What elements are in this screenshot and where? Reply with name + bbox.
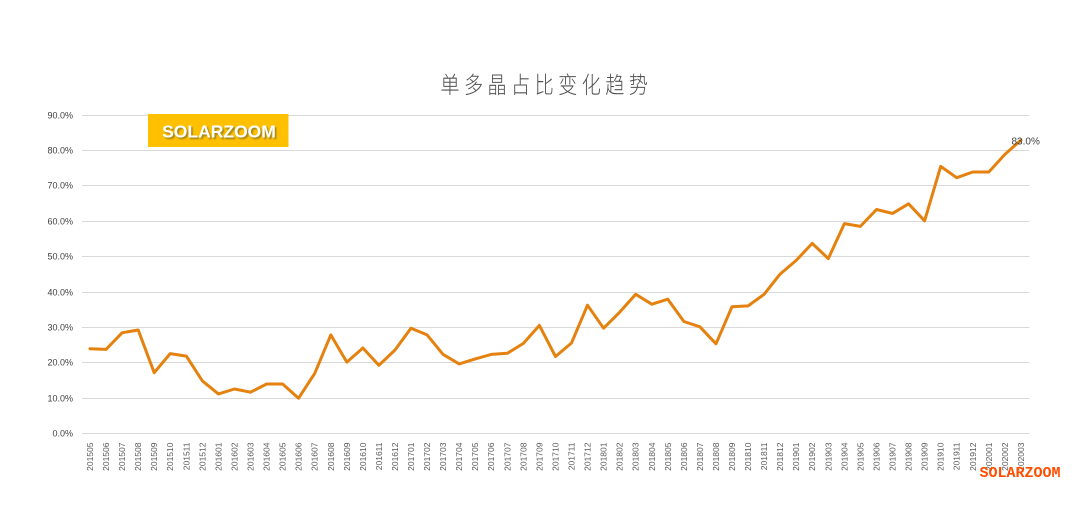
svg-text:201701: 201701 [406, 442, 416, 471]
svg-text:201712: 201712 [583, 442, 593, 471]
svg-text:201810: 201810 [743, 442, 753, 471]
svg-text:201906: 201906 [872, 442, 882, 471]
svg-text:201902: 201902 [807, 442, 817, 471]
svg-text:201511: 201511 [181, 442, 191, 470]
svg-text:201910: 201910 [936, 442, 946, 471]
svg-text:201608: 201608 [326, 442, 336, 471]
svg-text:201909: 201909 [920, 442, 930, 471]
svg-text:201912: 201912 [968, 442, 978, 471]
svg-text:201911: 201911 [952, 442, 962, 470]
svg-text:201702: 201702 [422, 442, 432, 471]
svg-text:201908: 201908 [904, 442, 914, 471]
svg-text:201705: 201705 [470, 442, 480, 471]
svg-text:201803: 201803 [631, 442, 641, 471]
svg-text:201805: 201805 [663, 442, 673, 471]
svg-text:201809: 201809 [727, 442, 737, 471]
svg-text:40.0%: 40.0% [47, 287, 73, 297]
svg-text:202002: 202002 [1000, 442, 1010, 471]
svg-text:201804: 201804 [647, 442, 657, 471]
svg-text:20.0%: 20.0% [47, 357, 73, 367]
svg-text:83.0%: 83.0% [1012, 137, 1040, 148]
svg-text:201706: 201706 [486, 442, 496, 471]
svg-text:SOLARZOOM: SOLARZOOM [980, 465, 1061, 482]
svg-text:201607: 201607 [310, 442, 320, 471]
svg-text:201605: 201605 [278, 442, 288, 471]
svg-text:60.0%: 60.0% [47, 216, 73, 226]
svg-text:201606: 201606 [294, 442, 304, 471]
svg-text:SOLARZOOM: SOLARZOOM [162, 122, 276, 142]
svg-text:201905: 201905 [855, 442, 865, 471]
svg-text:201901: 201901 [791, 442, 801, 471]
svg-text:201612: 201612 [390, 442, 400, 471]
svg-text:10.0%: 10.0% [47, 393, 73, 403]
svg-text:201508: 201508 [133, 442, 143, 471]
svg-text:201507: 201507 [117, 442, 127, 471]
svg-text:201601: 201601 [213, 442, 223, 471]
svg-text:201703: 201703 [438, 442, 448, 471]
svg-text:201512: 201512 [197, 442, 207, 471]
svg-text:90.0%: 90.0% [47, 110, 73, 120]
svg-text:50.0%: 50.0% [47, 251, 73, 261]
svg-text:201709: 201709 [534, 442, 544, 471]
svg-text:202003: 202003 [1016, 442, 1026, 471]
svg-text:201710: 201710 [551, 442, 561, 471]
svg-text:70.0%: 70.0% [47, 180, 73, 190]
svg-text:201602: 201602 [230, 442, 240, 471]
svg-text:201806: 201806 [679, 442, 689, 471]
svg-text:201808: 201808 [711, 442, 721, 471]
svg-text:201509: 201509 [149, 442, 159, 471]
svg-text:201603: 201603 [246, 442, 256, 471]
svg-text:201903: 201903 [823, 442, 833, 471]
svg-text:201506: 201506 [101, 442, 111, 471]
svg-text:201708: 201708 [518, 442, 528, 471]
svg-text:30.0%: 30.0% [47, 322, 73, 332]
svg-text:201907: 201907 [888, 442, 898, 471]
svg-text:80.0%: 80.0% [47, 145, 73, 155]
svg-text:201801: 201801 [599, 442, 609, 471]
svg-text:201510: 201510 [165, 442, 175, 471]
svg-text:201609: 201609 [342, 442, 352, 471]
svg-text:201707: 201707 [502, 442, 512, 471]
svg-text:201811: 201811 [759, 442, 769, 470]
svg-text:201704: 201704 [454, 442, 464, 471]
svg-text:201611: 201611 [374, 442, 384, 470]
svg-text:201812: 201812 [775, 442, 785, 471]
svg-text:201505: 201505 [85, 442, 95, 471]
svg-text:202001: 202001 [984, 442, 994, 471]
svg-text:201904: 201904 [839, 442, 849, 471]
svg-text:201610: 201610 [358, 442, 368, 471]
svg-text:201711: 201711 [567, 442, 577, 470]
svg-text:0.0%: 0.0% [52, 428, 73, 438]
svg-text:201604: 201604 [262, 442, 272, 471]
svg-text:201802: 201802 [615, 442, 625, 471]
svg-text:201807: 201807 [695, 442, 705, 471]
